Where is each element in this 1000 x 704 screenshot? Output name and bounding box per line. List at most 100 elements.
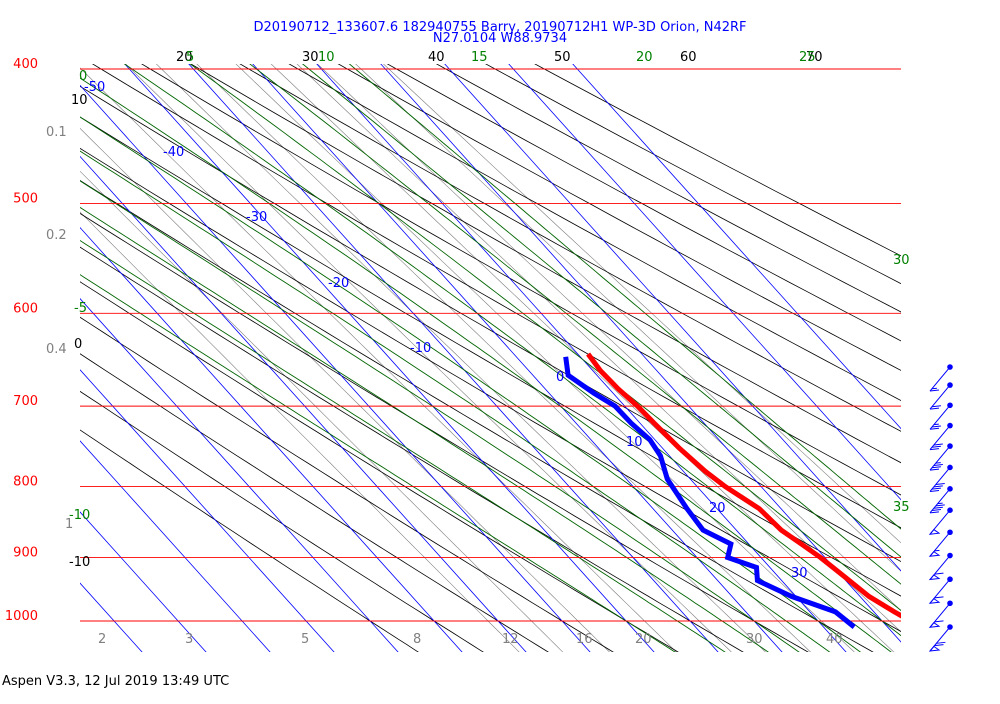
wind-barb-dot bbox=[947, 624, 953, 630]
dry-adiabat-line bbox=[0, 6, 1000, 657]
isotherm-line bbox=[294, 38, 850, 656]
wind-barb-shaft bbox=[930, 367, 950, 391]
wind-barb-flag bbox=[930, 623, 939, 628]
isotherm-label: 10 bbox=[626, 435, 643, 450]
isotherm-label: -20 bbox=[328, 276, 349, 291]
dry-adiabat-line bbox=[0, 6, 750, 657]
wind-barb-dot bbox=[947, 364, 953, 370]
moist-adiabat-label: 10 bbox=[318, 50, 335, 65]
mixing-ratio-label: 3 bbox=[185, 632, 193, 647]
isotherm-line bbox=[0, 38, 210, 656]
dry-adiabat-label: 40 bbox=[428, 50, 445, 65]
wind-barb bbox=[930, 600, 953, 627]
dry-adiabat-line bbox=[379, 6, 1000, 657]
mixing-ratio-label: 5 bbox=[301, 632, 309, 647]
isotherm-label: -30 bbox=[246, 210, 267, 225]
mixing-ratio-label: 40 bbox=[826, 632, 843, 647]
wind-barb-half-feather bbox=[936, 463, 941, 464]
wind-barb-half-feather bbox=[932, 388, 937, 389]
moist-adiabat-label: 35 bbox=[893, 500, 910, 515]
wind-barb-flag bbox=[930, 552, 939, 557]
footer-version: Aspen V3.3, 12 Jul 2019 13:49 UTC bbox=[2, 674, 229, 689]
dry-adiabat-label: 50 bbox=[554, 50, 571, 65]
moist-adiabat-label: 15 bbox=[471, 50, 488, 65]
wind-barb-flag bbox=[930, 599, 939, 604]
wind-barb-dot bbox=[947, 553, 953, 559]
chart-title-line2: N27.0104 W88.9734 bbox=[433, 31, 567, 46]
mixing-ratio-label: 0.1 bbox=[46, 125, 67, 140]
dry-adiabat-line bbox=[0, 6, 1000, 657]
moist-adiabat-label: 25 bbox=[799, 50, 816, 65]
moist-adiabat-label: 0 bbox=[79, 69, 87, 84]
wind-barb-dot bbox=[947, 600, 953, 606]
dry-adiabat-label: 30 bbox=[302, 50, 319, 65]
pressure-label: 400 bbox=[13, 57, 38, 72]
wind-barb-flag bbox=[930, 575, 939, 580]
isotherm-line bbox=[166, 38, 722, 656]
mixing-ratio-label: 12 bbox=[502, 632, 519, 647]
isotherm-line bbox=[0, 38, 274, 656]
mixing-ratio-line bbox=[209, 38, 859, 656]
isotherm-label: -40 bbox=[163, 145, 184, 160]
mixing-ratio-label: 2 bbox=[98, 632, 106, 647]
dry-adiabat-line bbox=[0, 6, 685, 657]
dry-adiabat-label: 0 bbox=[74, 337, 82, 352]
isotherm-line bbox=[550, 38, 1000, 656]
wind-barb-dot bbox=[947, 465, 953, 471]
isotherm-label: -10 bbox=[410, 341, 431, 356]
moist-adiabat-label: 5 bbox=[186, 50, 194, 65]
dry-adiabat-line bbox=[0, 6, 1000, 657]
isotherm-line bbox=[38, 38, 594, 656]
pressure-label: 1000 bbox=[5, 609, 38, 624]
moist-adiabat-label: 30 bbox=[893, 253, 910, 268]
mixing-ratio-label: 20 bbox=[635, 632, 652, 647]
wind-barb-dot bbox=[947, 486, 953, 492]
mixing-ratio-line bbox=[50, 38, 681, 656]
mixing-ratio-line bbox=[356, 38, 1000, 656]
wind-barb-dot bbox=[947, 529, 953, 535]
isotherm-label: 30 bbox=[791, 566, 808, 581]
dry-adiabat-line bbox=[0, 6, 945, 657]
mixing-ratio-label: 16 bbox=[576, 632, 593, 647]
wind-barb-flag bbox=[930, 646, 939, 651]
dry-adiabat-line bbox=[0, 6, 880, 657]
dry-adiabat-label: -10 bbox=[69, 555, 90, 570]
isotherm-label: 20 bbox=[709, 501, 726, 516]
wind-barb bbox=[930, 576, 953, 603]
mixing-ratio-line bbox=[0, 38, 614, 656]
pressure-label: 900 bbox=[13, 546, 38, 561]
moist-adiabat-line bbox=[0, 38, 866, 656]
pressure-label: 600 bbox=[13, 301, 38, 316]
pressure-label: 800 bbox=[13, 475, 38, 490]
moist-adiabat-line bbox=[0, 38, 774, 656]
dry-adiabat-line bbox=[427, 6, 1000, 657]
moist-adiabat-label: -5 bbox=[74, 301, 87, 316]
mixing-ratio-line bbox=[130, 38, 770, 656]
isotherm-line bbox=[102, 38, 658, 656]
moist-adiabat-line bbox=[154, 38, 958, 656]
moist-adiabat-line bbox=[216, 38, 989, 656]
dry-adiabat-label: 10 bbox=[71, 93, 88, 108]
moist-adiabat-label: 20 bbox=[636, 50, 653, 65]
mixing-ratio-label: 8 bbox=[413, 632, 421, 647]
wind-barb-dot bbox=[947, 423, 953, 429]
mixing-ratio-label: 30 bbox=[746, 632, 763, 647]
wind-barb-flag bbox=[930, 530, 939, 535]
dry-adiabat-label: 60 bbox=[680, 50, 697, 65]
wind-barb-dot bbox=[947, 576, 953, 582]
wind-barb-half-feather bbox=[934, 424, 939, 425]
isotherm-line bbox=[422, 38, 978, 656]
wind-barb bbox=[930, 553, 953, 580]
pressure-label: 500 bbox=[13, 191, 38, 206]
mixing-ratio-label: 0.4 bbox=[46, 342, 67, 357]
wind-barb-half-feather bbox=[938, 503, 943, 504]
moist-adiabat-line bbox=[0, 38, 731, 656]
mixing-ratio-label: 1 bbox=[65, 517, 73, 532]
mixing-ratio-line bbox=[290, 38, 950, 656]
pressure-label: 700 bbox=[13, 394, 38, 409]
wind-barb-half-feather bbox=[934, 550, 939, 551]
wind-barb-dot bbox=[947, 402, 953, 408]
dry-adiabat-line bbox=[188, 6, 1000, 657]
isotherm-label: 0 bbox=[556, 370, 564, 385]
